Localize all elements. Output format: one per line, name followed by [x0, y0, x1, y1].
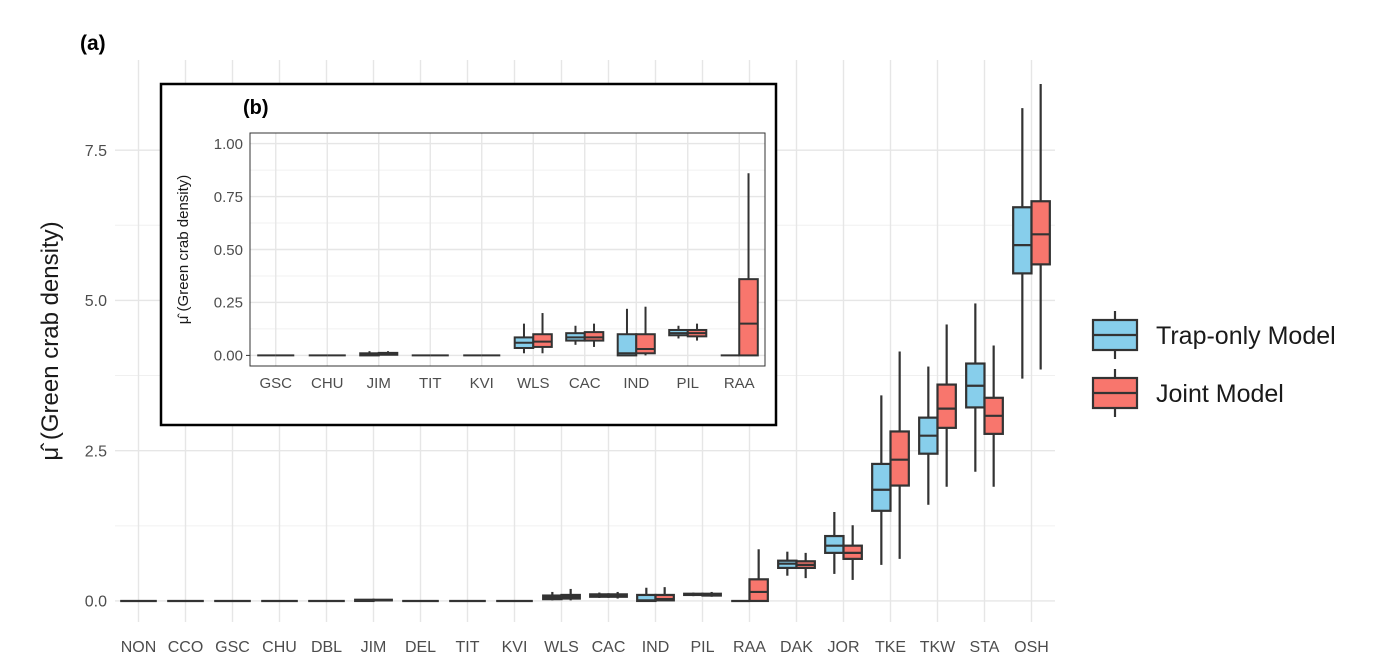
x-tick-label: DAK [780, 639, 813, 656]
box-body [583, 331, 605, 342]
box-trap-only-modelwls [542, 591, 563, 601]
x-tick-label: JIM [367, 375, 391, 392]
y-axis-symbol: μ̂ [37, 443, 64, 461]
x-tick-label: PIL [676, 375, 699, 392]
x-tick-label: KVI [502, 639, 528, 656]
y-axis-title: μ̂ (Green crab density) [175, 175, 192, 325]
x-tick-label: IND [623, 375, 649, 392]
box-joint-modelind [635, 306, 656, 356]
x-tick-label: TIT [456, 639, 480, 656]
box-trap-only-modeltkw [918, 366, 939, 505]
panel-label: (b) [243, 97, 269, 119]
x-tick-label: TIT [419, 375, 442, 392]
box-joint-modelraa [748, 549, 769, 603]
x-tick-label: CHU [311, 375, 344, 392]
y-tick-label: 1.00 [214, 136, 243, 153]
box-joint-modeljim [377, 351, 399, 356]
box-joint-modelosh [1030, 84, 1051, 370]
x-tick-label: NON [121, 639, 157, 656]
box-joint-modelwls [532, 313, 553, 354]
x-tick-label: RAA [724, 375, 755, 392]
x-tick-label: CCO [168, 639, 204, 656]
x-tick-label: CAC [592, 639, 626, 656]
box-trap-only-modeljim [354, 598, 375, 603]
box-joint-modelpil [701, 591, 722, 597]
x-tick-label: CHU [262, 639, 297, 656]
x-tick-label: JOR [828, 639, 860, 656]
y-axis-symbol: μ̂ [175, 313, 192, 325]
x-tick-label: KVI [470, 375, 494, 392]
box-body [532, 333, 553, 348]
y-tick-label: 5.0 [85, 293, 107, 310]
box-body [936, 383, 957, 429]
legend-label: Trap-only Model [1156, 322, 1336, 350]
legend: Trap-only Model Joint Model [1091, 311, 1336, 417]
x-tick-label: IND [642, 639, 670, 656]
box-joint-modelcac [607, 591, 628, 599]
box-trap-only-modelind [636, 587, 657, 603]
y-tick-label: 0.25 [214, 295, 243, 312]
box-body [654, 593, 675, 602]
y-tick-label: 2.5 [85, 443, 107, 460]
x-tick-label: WLS [544, 639, 579, 656]
box-joint-modeljor [842, 525, 863, 580]
box-trap-only-modelpil [683, 592, 704, 597]
x-tick-label: STA [970, 639, 1000, 656]
box-trap-only-modelosh [1012, 108, 1033, 379]
x-tick-label: TKW [920, 639, 956, 656]
box-joint-modelpil [686, 323, 708, 341]
box-joint-modelraa [738, 173, 759, 357]
y-tick-label: 0.00 [214, 348, 243, 365]
box-body [748, 578, 769, 603]
y-axis-title: μ̂ (Green crab density) [37, 221, 64, 460]
x-tick-label: GSC [215, 639, 250, 656]
box-body [824, 534, 845, 554]
y-tick-label: 0.75 [214, 189, 243, 206]
box-trap-only-modelwls [513, 323, 535, 354]
box-body [616, 333, 638, 357]
x-tick-label: OSH [1014, 639, 1049, 656]
box-trap-only-modeljor [824, 512, 845, 574]
box-body [738, 278, 759, 357]
box-joint-modeltke [889, 351, 910, 559]
y-axis-label: (Green crab density) [37, 221, 64, 446]
legend-label: Joint Model [1156, 380, 1284, 408]
y-tick-label: 0.50 [214, 242, 243, 259]
box-joint-modeldak [795, 552, 816, 579]
box-body [889, 430, 910, 487]
box-joint-modelind [654, 587, 675, 602]
box-body [871, 462, 892, 512]
box-trap-only-modelsta [965, 303, 986, 472]
x-tick-label: GSC [259, 375, 292, 392]
x-tick-label: DEL [405, 639, 436, 656]
y-tick-label: 0.0 [85, 594, 107, 611]
box-body [1030, 200, 1051, 266]
x-tick-label: CAC [569, 375, 601, 392]
box-joint-modeljim [372, 598, 393, 602]
x-tick-label: TKE [875, 639, 906, 656]
x-tick-label: WLS [517, 375, 550, 392]
box-body [635, 333, 656, 355]
y-axis-label: (Green crab density) [175, 175, 192, 316]
box-trap-only-modelind [616, 308, 638, 357]
x-tick-label: JIM [361, 639, 387, 656]
box-trap-only-modelcac [589, 592, 610, 598]
box-joint-modeltkw [936, 324, 957, 487]
box-joint-modelwls [560, 588, 581, 601]
y-tick-label: 7.5 [85, 143, 107, 160]
panel-1: 0.00 0.25 0.50 0.75 1.00 GSC CHU JIM TIT KVI WLS CA… [175, 97, 766, 392]
box-body [1012, 206, 1033, 275]
x-tick-label: RAA [733, 639, 766, 656]
box-trap-only-modeldak [777, 551, 798, 576]
panel-frame [249, 132, 766, 367]
box-trap-only-modelpil [668, 325, 689, 339]
x-tick-label: PIL [690, 639, 714, 656]
box-joint-modelcac [583, 323, 605, 347]
box-joint-modelsta [983, 345, 1004, 487]
panel-label: (a) [80, 32, 106, 55]
box-trap-only-modeltke [871, 395, 892, 565]
x-tick-label: DBL [311, 639, 342, 656]
